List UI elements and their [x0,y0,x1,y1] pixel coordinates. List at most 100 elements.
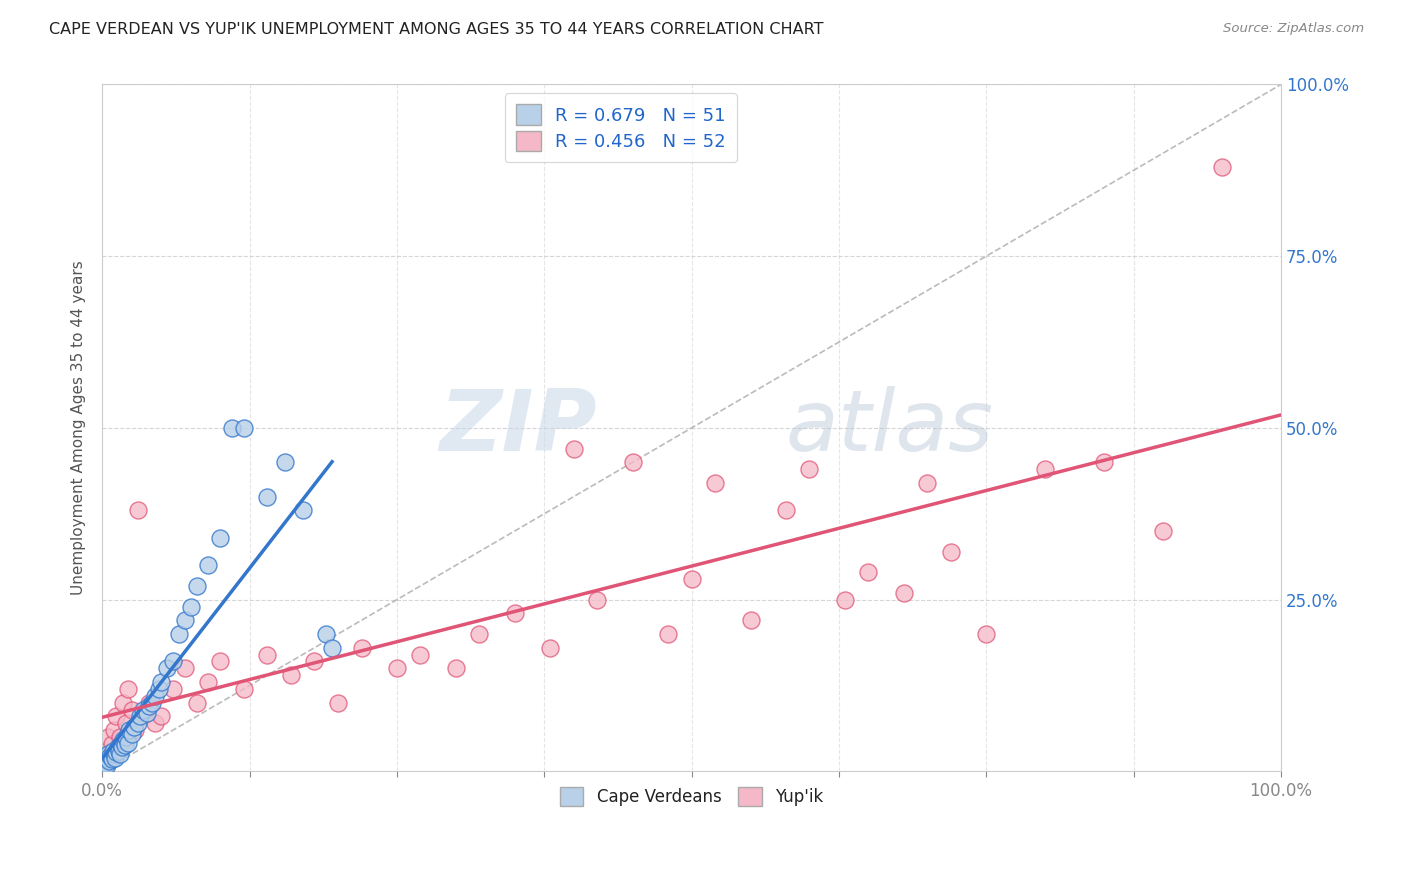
Point [93,759,115,773]
Point [105,745,128,759]
Point [186,696,208,710]
Point [96,757,118,772]
Point [385,661,408,675]
Point [132,709,155,723]
Point [657,627,679,641]
Point [315,627,337,641]
Point [114,730,136,744]
Point [503,607,526,621]
Point [93,754,115,768]
Point [232,421,254,435]
Point [110,737,132,751]
Point [103,723,125,738]
Point [150,675,173,690]
Point [148,681,170,696]
Point [162,681,184,696]
Point [129,709,152,723]
Point [173,661,195,675]
Point [209,655,232,669]
Point [127,503,149,517]
Legend: Cape Verdeans, Yup'ik: Cape Verdeans, Yup'ik [551,779,831,814]
Text: ZIP: ZIP [440,386,598,469]
Point [107,744,129,758]
Point [156,661,179,675]
Point [108,730,131,744]
Point [221,421,243,435]
Point [121,726,143,740]
Point [197,558,219,573]
Point [858,565,880,579]
Point [150,709,173,723]
Point [100,752,122,766]
Point [740,613,762,627]
Point [132,702,155,716]
Text: atlas: atlas [786,386,994,469]
Point [209,531,232,545]
Point [321,640,343,655]
Point [104,750,127,764]
Point [468,627,491,641]
Point [121,702,143,716]
Point [138,699,160,714]
Point [97,730,120,744]
Point [1211,160,1233,174]
Point [232,681,254,696]
Point [117,681,139,696]
Point [122,720,145,734]
Point [538,640,561,655]
Point [939,544,962,558]
Point [167,627,190,641]
Point [141,696,163,710]
Point [304,655,326,669]
Point [326,696,349,710]
Point [409,648,432,662]
Point [291,503,314,517]
Point [704,475,727,490]
Point [186,579,208,593]
Point [274,455,297,469]
Point [143,689,166,703]
Y-axis label: Unemployment Among Ages 35 to 44 years: Unemployment Among Ages 35 to 44 years [72,260,86,595]
Point [108,747,131,762]
Point [91,744,114,758]
Point [681,572,703,586]
Point [124,723,146,738]
Point [893,586,915,600]
Point [97,747,120,762]
Point [197,675,219,690]
Point [143,716,166,731]
Point [280,668,302,682]
Point [127,716,149,731]
Text: Source: ZipAtlas.com: Source: ZipAtlas.com [1223,22,1364,36]
Point [775,503,797,517]
Point [180,599,202,614]
Point [562,442,585,456]
Point [112,733,135,747]
Point [100,749,122,764]
Point [917,475,939,490]
Point [256,490,278,504]
Point [91,757,114,772]
Point [111,740,134,755]
Point [101,744,124,758]
Point [103,747,125,762]
Point [350,640,373,655]
Point [1152,524,1174,538]
Point [173,613,195,627]
Point [256,648,278,662]
Point [974,627,997,641]
Point [94,750,117,764]
Point [112,696,135,710]
Point [162,655,184,669]
Point [97,752,120,766]
Point [799,462,821,476]
Point [114,739,136,753]
Point [98,754,121,768]
Point [105,709,128,723]
Point [117,735,139,749]
Point [107,740,129,755]
Point [94,756,117,771]
Text: CAPE VERDEAN VS YUP'IK UNEMPLOYMENT AMONG AGES 35 TO 44 YEARS CORRELATION CHART: CAPE VERDEAN VS YUP'IK UNEMPLOYMENT AMON… [49,22,824,37]
Point [834,592,856,607]
Point [114,716,136,731]
